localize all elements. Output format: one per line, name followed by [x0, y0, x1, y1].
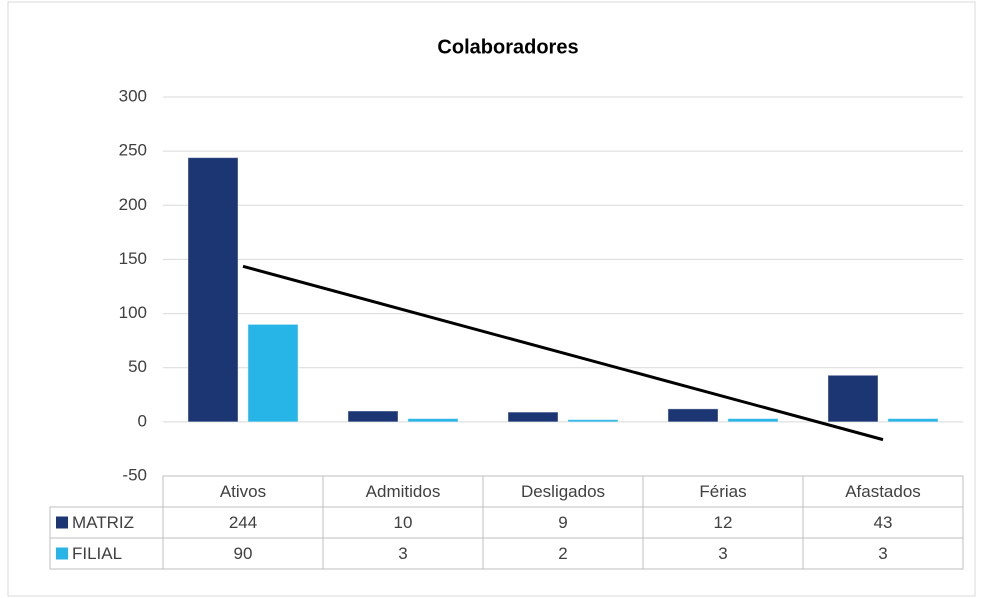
bar: [727, 418, 779, 423]
data-label: 3: [718, 544, 727, 563]
bar: [347, 410, 399, 423]
y-tick-label: 100: [119, 303, 147, 322]
x-tick-label: Desligados: [521, 482, 605, 501]
legend-label: FILIAL: [72, 544, 122, 563]
data-label: 244: [229, 513, 257, 532]
x-tick-label: Férias: [699, 482, 746, 501]
bar: [507, 411, 559, 423]
x-tick-label: Admitidos: [366, 482, 441, 501]
y-tick-label: 0: [138, 411, 147, 430]
x-tick-label: Ativos: [220, 482, 266, 501]
data-label: 3: [398, 544, 407, 563]
y-tick-label: 200: [119, 195, 147, 214]
legend-label: MATRIZ: [72, 513, 134, 532]
data-label: 90: [234, 544, 253, 563]
y-tick-label: -50: [122, 465, 147, 484]
chart-frame: [7, 1, 976, 597]
bar: [247, 323, 299, 423]
trendline: [242, 264, 884, 442]
data-label: 43: [874, 513, 893, 532]
data-label: 3: [878, 544, 887, 563]
y-tick-label: 50: [128, 357, 147, 376]
bar: [827, 374, 879, 423]
legend-key: [56, 516, 68, 529]
legend-key: [56, 547, 68, 560]
data-label: 10: [394, 513, 413, 532]
data-label: 9: [558, 513, 567, 532]
y-tick-label: 250: [119, 141, 147, 160]
table-cell: [802, 537, 964, 570]
bar: [887, 418, 939, 423]
bar: [667, 408, 719, 423]
x-tick-label: Afastados: [845, 482, 921, 501]
y-tick-label: 300: [119, 86, 147, 105]
y-tick-label: 150: [119, 249, 147, 268]
bar: [187, 157, 239, 423]
data-label: 12: [714, 513, 733, 532]
bar: [407, 418, 459, 423]
chart-title: Colaboradores: [437, 36, 578, 58]
bar: [567, 419, 619, 423]
data-label: 2: [558, 544, 567, 563]
